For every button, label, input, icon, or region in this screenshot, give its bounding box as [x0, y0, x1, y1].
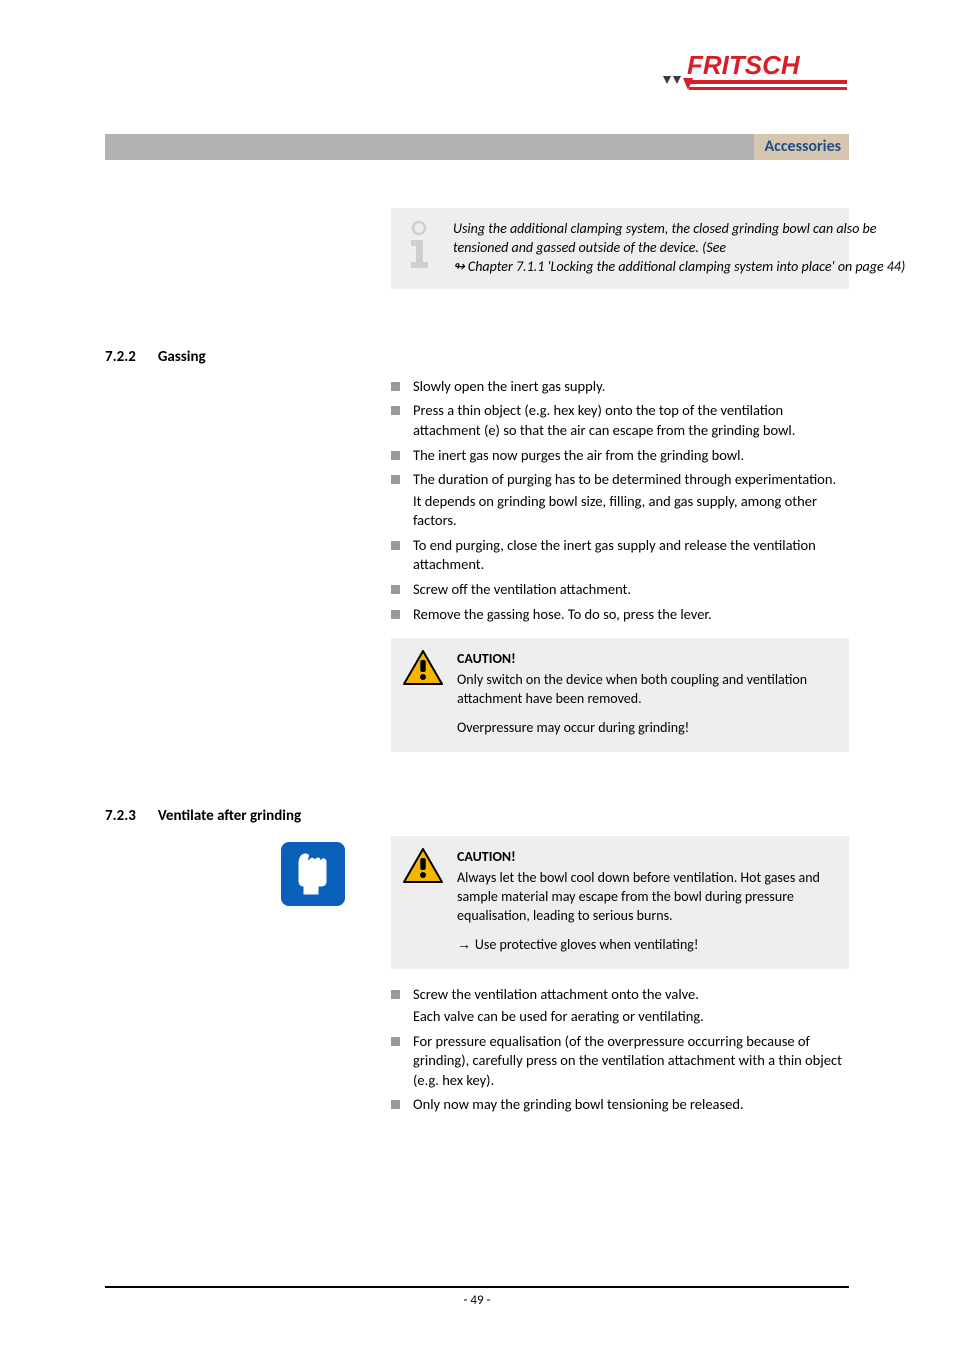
section-number: 7.2.2	[105, 347, 136, 367]
page-number: - 49 -	[0, 1292, 954, 1310]
gloves-icon	[281, 842, 345, 906]
caution-title: CAUTION!	[457, 848, 837, 867]
section-title: Ventilate after grinding	[158, 806, 301, 826]
info-icon	[404, 220, 434, 274]
list-item: For pressure equalisation (of the overpr…	[391, 1032, 849, 1091]
caution-text: Overpressure may occur during grinding!	[457, 719, 837, 738]
section-heading-ventilate: 7.2.3 Ventilate after grinding	[105, 806, 849, 826]
bullet-list-gassing: Slowly open the inert gas supply. Press …	[391, 377, 849, 624]
caution-icon	[403, 848, 443, 890]
bullet-list-ventilate: Screw the ventilation attachment onto th…	[391, 985, 849, 1114]
footer-rule	[105, 1286, 849, 1288]
svg-text:FRITSCH: FRITSCH	[687, 50, 801, 80]
caution-title: CAUTION!	[457, 650, 837, 669]
list-item: Remove the gassing hose. To do so, press…	[391, 605, 849, 625]
list-item: The inert gas now purges the air from th…	[391, 446, 849, 466]
caution-text: Only switch on the device when both coup…	[457, 671, 837, 709]
caution-box-ventilate: CAUTION! Always let the bowl cool down b…	[391, 836, 849, 969]
list-item: The duration of purging has to be determ…	[391, 470, 849, 531]
list-item: Slowly open the inert gas supply.	[391, 377, 849, 397]
info-note: Using the additional clamping system, th…	[391, 208, 849, 289]
section-label: Accessories	[754, 134, 849, 160]
list-item: To end purging, close the inert gas supp…	[391, 536, 849, 575]
section-number: 7.2.3	[105, 806, 136, 826]
section-header: Accessories	[105, 134, 849, 160]
header-gray-bar	[105, 134, 754, 160]
list-item: Screw off the ventilation attachment.	[391, 580, 849, 600]
caution-arrow-line: → Use protective gloves when ventilating…	[457, 935, 837, 955]
caution-text: Always let the bowl cool down before ven…	[457, 869, 837, 926]
brand-logo: FRITSCH	[663, 48, 849, 104]
list-item: Screw the ventilation attachment onto th…	[391, 985, 849, 1026]
section-heading-gassing: 7.2.2 Gassing	[105, 347, 849, 367]
caution-icon	[403, 650, 443, 692]
info-note-text: Using the additional clamping system, th…	[453, 220, 905, 277]
list-item: Press a thin object (e.g. hex key) onto …	[391, 401, 849, 440]
caution-box-gassing: CAUTION! Only switch on the device when …	[391, 638, 849, 752]
list-item: Only now may the grinding bowl tensionin…	[391, 1095, 849, 1115]
section-title: Gassing	[158, 347, 206, 367]
